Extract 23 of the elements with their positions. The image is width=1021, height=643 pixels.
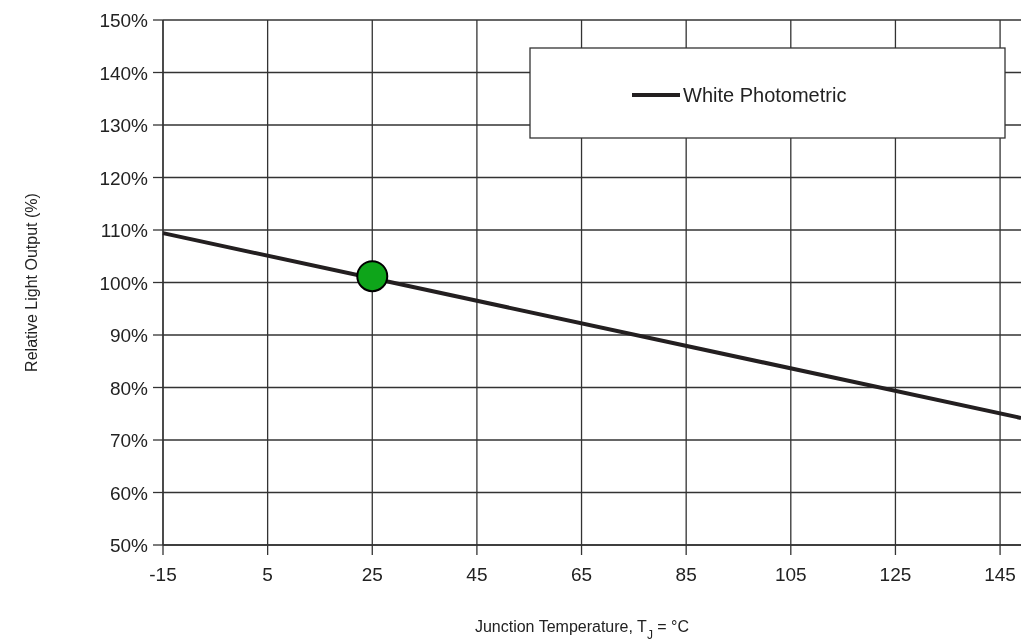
x-tick-label: 125	[879, 564, 912, 585]
x-tick-label: 25	[361, 564, 383, 585]
x-tick-label: -15	[149, 564, 177, 585]
legend-label: White Photometric	[683, 84, 847, 106]
y-tick-label: 80%	[109, 377, 149, 399]
x-tick-label: 85	[675, 564, 697, 585]
x-tick-label: 145	[984, 564, 1016, 585]
y-tick-label: 50%	[109, 535, 149, 556]
x-tick-label: 65	[570, 564, 593, 585]
y-axis-title: Relative Light Output (%)	[23, 193, 40, 372]
y-tick-label: 60%	[109, 482, 149, 504]
x-tick-label: 105	[774, 564, 807, 585]
y-tick-label: 140%	[99, 62, 149, 84]
x-tick-label: 45	[466, 564, 488, 585]
y-tick-label: 70%	[109, 430, 149, 451]
y-tick-label: 110%	[100, 220, 149, 241]
x-tick-label: 5	[262, 564, 273, 585]
x-axis-title: Junction Temperature, T$_{J}$ = °C	[474, 618, 690, 642]
y-tick-label: 130%	[99, 115, 149, 136]
y-tick-label: 150%	[99, 10, 149, 31]
y-tick-label: 90%	[109, 325, 149, 346]
y-tick-label: 120%	[99, 167, 149, 189]
y-tick-label: 100%	[99, 272, 149, 294]
